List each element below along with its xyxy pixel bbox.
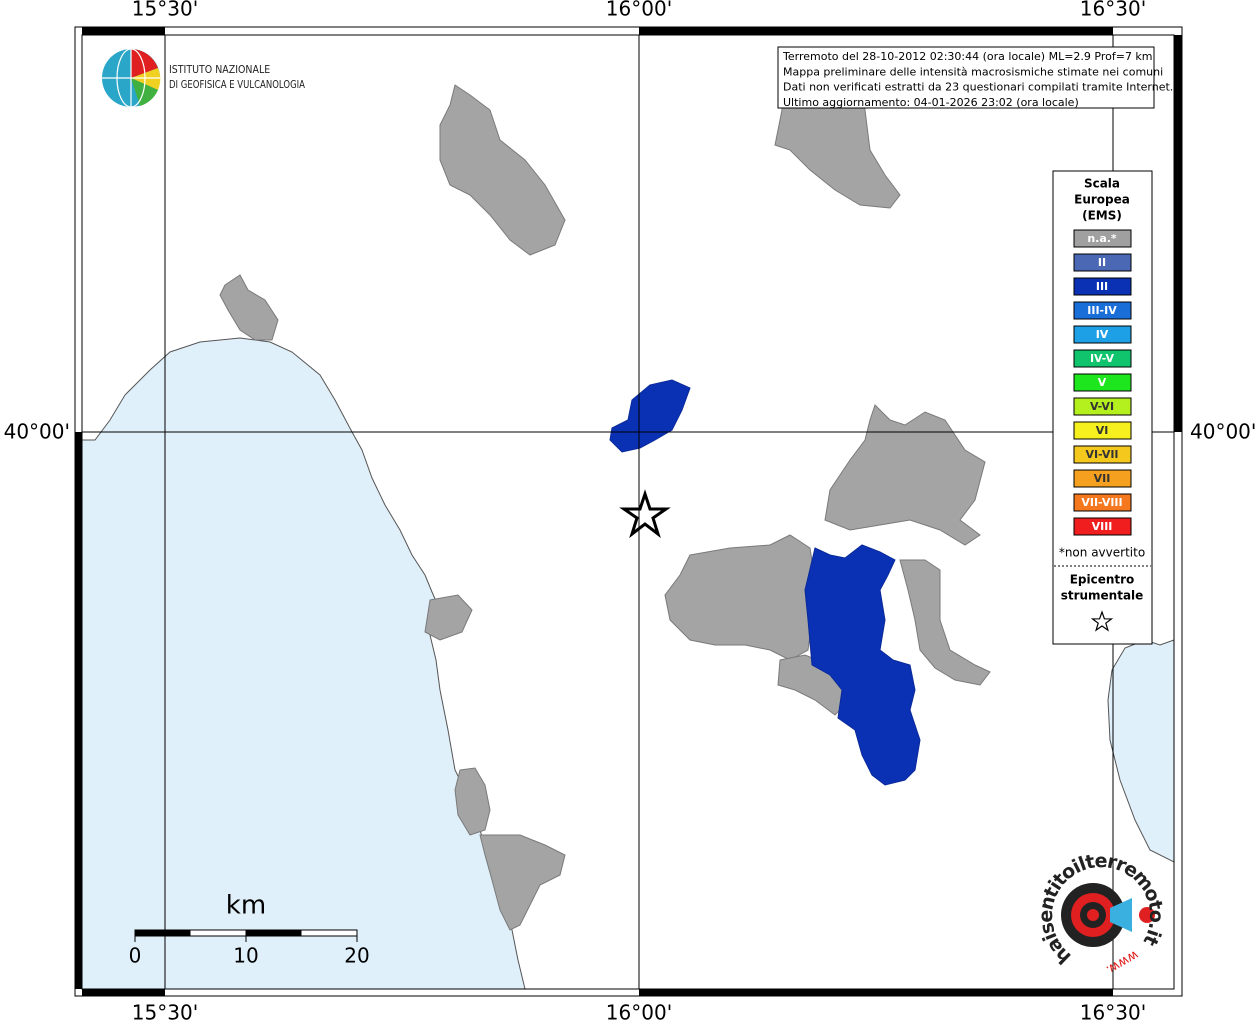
- legend-label: VII-VIII: [1081, 496, 1122, 509]
- legend-label: II: [1098, 256, 1106, 269]
- municipality: [479, 834, 566, 931]
- scale-label: 20: [344, 944, 369, 968]
- lon-label: 16°00': [606, 1001, 672, 1024]
- legend-label: IV-V: [1090, 352, 1115, 365]
- legend-swatch: [1073, 445, 1132, 464]
- info-line: Terremoto del 28-10-2012 02:30:44 (ora l…: [782, 50, 1153, 63]
- frame: [74, 26, 1183, 997]
- legend-swatch: [1073, 349, 1132, 368]
- epicenter: [619, 489, 671, 539]
- site-logo: haisentitoilterremoto.it www.: [1035, 850, 1168, 978]
- municipality: [899, 559, 991, 686]
- lat-label: 40°00': [4, 420, 70, 444]
- legend-label: V-VI: [1090, 400, 1114, 413]
- site-logo-prefix: www.: [1103, 947, 1141, 977]
- lat-label: 40°00': [1190, 420, 1255, 444]
- lon-label: 16°00': [606, 0, 672, 21]
- lon-label: 15°30': [132, 0, 198, 21]
- legend-label: VI-VII: [1085, 448, 1118, 461]
- scale-unit: km: [226, 891, 266, 921]
- legend-swatch: [1073, 253, 1132, 272]
- legend-label: VI: [1096, 424, 1109, 437]
- legend-swatch: [1073, 397, 1132, 416]
- lon-label: 16°30': [1080, 0, 1146, 21]
- municipality: [219, 274, 279, 341]
- legend-title: Scala: [1084, 177, 1120, 191]
- municipality: [664, 534, 816, 661]
- legend-label: III-IV: [1087, 304, 1117, 317]
- municipality: [439, 84, 566, 256]
- info-line: Mappa preliminare delle intensità macros…: [783, 65, 1163, 78]
- lon-label: 15°30': [132, 1001, 198, 1024]
- municipality: [454, 767, 491, 836]
- logo-text: DI GEOFISICA E VULCANOLOGIA: [169, 79, 306, 91]
- legend-swatch: [1073, 469, 1132, 488]
- sea: [1107, 639, 1175, 863]
- logo-text: ISTITUTO NAZIONALE: [169, 64, 270, 76]
- legend-label: VII: [1094, 472, 1111, 485]
- info-line: Ultimo aggiornamento: 04-01-2026 23:02 (…: [783, 96, 1079, 109]
- legend-swatch: [1073, 301, 1132, 320]
- legend-label: III: [1096, 280, 1108, 293]
- legend-label: VIII: [1092, 520, 1113, 533]
- sea: [81, 337, 526, 990]
- municipality: [424, 594, 473, 641]
- legend-title: (EMS): [1082, 209, 1122, 223]
- legend-swatch: [1073, 493, 1132, 512]
- legend-swatch: [1073, 373, 1132, 392]
- legend-label: V: [1098, 376, 1107, 389]
- lon-label: 16°30': [1080, 1001, 1146, 1024]
- info-line: Dati non verificati estratti da 23 quest…: [783, 81, 1173, 94]
- scale-bar: km 0 10 20: [129, 891, 370, 968]
- municipality-intensity: [609, 379, 691, 453]
- legend-swatch: [1073, 517, 1132, 536]
- ingv-logo: ISTITUTO NAZIONALE DI GEOFISICA E VULCAN…: [102, 48, 306, 108]
- legend-swatch: [1073, 325, 1132, 344]
- scale-label: 0: [129, 944, 142, 968]
- scale-label: 10: [233, 944, 258, 968]
- legend-epicenter: Epicentro: [1070, 573, 1135, 587]
- municipality: [824, 404, 986, 546]
- legend-swatch: [1073, 277, 1132, 296]
- legend-swatch: [1073, 421, 1132, 440]
- legend-star: [1090, 610, 1114, 632]
- legend-epicenter: strumentale: [1061, 589, 1144, 603]
- legend-title: Europea: [1074, 193, 1130, 207]
- legend-label: n.a.*: [1087, 232, 1117, 245]
- legend-label: IV: [1096, 328, 1109, 341]
- info-box: [777, 46, 1155, 109]
- legend-swatch: [1073, 229, 1132, 248]
- legend-note: *non avvertito: [1059, 546, 1145, 560]
- municipality-intensity: [804, 544, 921, 786]
